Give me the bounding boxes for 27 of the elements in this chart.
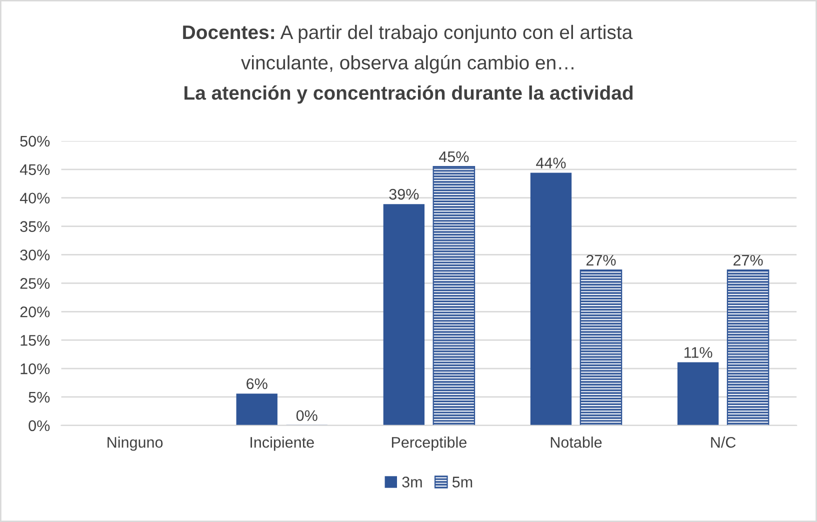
x-tick-label: Perceptible — [392, 436, 466, 451]
chart-title: Docentes: A partir del trabajo conjunto con el artista vinculante, observa algún cambio en… La atención y concentración durante la actividad — [183, 24, 633, 104]
data-label: 27% — [734, 254, 763, 266]
y-tick-label: 15% — [20, 335, 50, 346]
data-label: 44% — [536, 158, 566, 168]
x-tick-label: Ninguno — [108, 436, 163, 451]
y-tick-label: 0% — [28, 420, 50, 432]
y-tick-label: 50% — [20, 136, 50, 147]
y-tick-label: 25% — [20, 278, 50, 289]
legend-label: 3m — [402, 476, 422, 488]
y-tick-label: 20% — [20, 306, 50, 318]
data-label: 45% — [438, 151, 469, 162]
data-label: 6% — [246, 378, 268, 390]
y-tick-label: 45% — [20, 164, 50, 176]
y-tick-label: 30% — [20, 250, 50, 260]
y-tick-label: 40% — [20, 192, 50, 204]
data-label: 0% — [296, 410, 318, 422]
data-label: 27% — [586, 254, 616, 266]
legend-label: 5m — [452, 476, 472, 488]
x-tick-label: Incipiente — [250, 436, 314, 451]
x-tick-label: N/C — [711, 436, 736, 448]
x-tick-label: Notable — [550, 436, 602, 448]
data-label: 11% — [684, 347, 712, 358]
y-tick-label: 10% — [20, 363, 50, 374]
data-label: 39% — [389, 188, 419, 200]
y-tick-label: 35% — [20, 221, 50, 232]
y-tick-label: 5% — [28, 392, 50, 403]
